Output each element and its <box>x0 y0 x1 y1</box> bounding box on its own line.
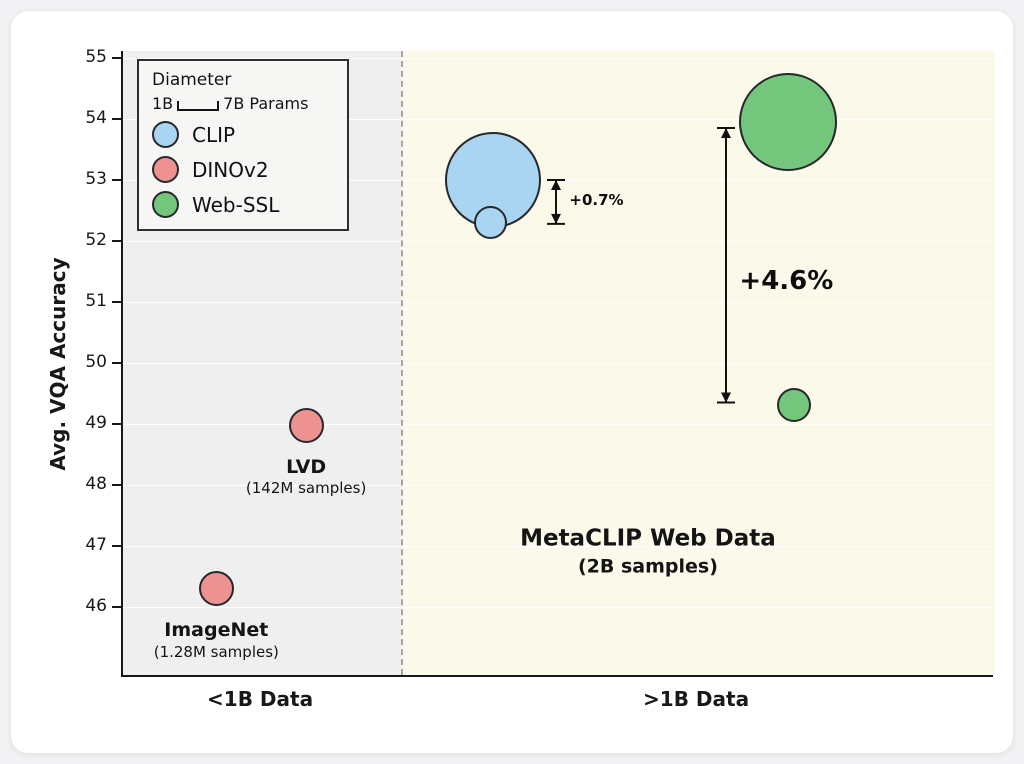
bubble-label-title: LVD <box>286 455 327 478</box>
annotation-label-1: +4.6% <box>739 266 834 297</box>
size-scale-bracket-icon <box>177 101 220 111</box>
plot-area: Diameter 1B 7B Params CLIP DINOv2 Web-SSL … <box>121 51 995 677</box>
gridline <box>123 545 993 547</box>
y-tick-label: 46 <box>85 595 107 616</box>
bubble-label-title: ImageNet <box>164 619 269 642</box>
legend-item-clip: CLIP <box>152 121 334 148</box>
annotation-label-0: +0.7% <box>569 190 624 209</box>
y-tick-mark <box>112 422 121 425</box>
region-divider <box>401 51 404 675</box>
y-tick-mark <box>112 239 121 242</box>
y-tick-mark <box>112 361 121 364</box>
bubble-web-ssl-4 <box>739 72 838 171</box>
y-tick-label: 54 <box>85 107 107 128</box>
annotation-arrow-0 <box>547 178 566 225</box>
legend-item-label: CLIP <box>192 122 236 147</box>
y-tick-label: 55 <box>85 46 107 67</box>
legend-title: Diameter <box>152 70 232 90</box>
legend-swatch-web-ssl <box>152 191 179 218</box>
legend-size-scale: 1B 7B Params <box>152 94 334 113</box>
gridline <box>123 362 993 364</box>
legend-items: CLIP DINOv2 Web-SSL <box>152 121 334 218</box>
y-axis-title: Avg. VQA Accuracy <box>46 257 70 471</box>
legend-swatch-dinov2 <box>152 156 179 183</box>
bubble-clip-3 <box>473 205 507 239</box>
annotation-arrow-1 <box>717 126 736 404</box>
y-tick-label: 53 <box>85 168 107 189</box>
y-tick-mark <box>112 117 121 120</box>
gridline <box>123 57 993 59</box>
y-tick-mark <box>112 605 121 608</box>
gridline <box>123 484 993 486</box>
bubble-label: LVD (142M samples) <box>206 455 406 499</box>
legend-item-dinov2: DINOv2 <box>152 156 334 183</box>
y-tick-mark <box>112 300 121 303</box>
x-region-label-0: <1B Data <box>207 687 314 711</box>
legend-size-max-label: 7B Params <box>223 94 309 113</box>
bubble-dinov2-0 <box>198 571 234 607</box>
legend-size-min-label: 1B <box>152 94 174 113</box>
bubble-dinov2-1 <box>288 407 324 443</box>
legend-item-web-ssl: Web-SSL <box>152 191 334 218</box>
bubble-web-ssl-5 <box>776 388 811 423</box>
gridline <box>123 301 993 303</box>
annotation-text-2: MetaCLIP Web Data (2B samples) <box>520 524 776 581</box>
legend: Diameter 1B 7B Params CLIP DINOv2 Web-SSL <box>137 59 349 231</box>
y-tick-mark <box>112 544 121 547</box>
x-region-label-1: >1B Data <box>643 687 750 711</box>
legend-swatch-clip <box>152 121 179 148</box>
y-tick-label: 47 <box>85 534 107 555</box>
bubble-label: ImageNet (1.28M samples) <box>116 618 316 662</box>
gridline <box>123 240 993 242</box>
legend-item-label: DINOv2 <box>192 157 269 182</box>
bubble-label-sub: (1.28M samples) <box>153 642 279 661</box>
legend-item-label: Web-SSL <box>192 192 280 217</box>
y-tick-mark <box>112 56 121 59</box>
gridline <box>123 423 993 425</box>
gridline <box>123 118 993 120</box>
annotation-subtitle: (2B samples) <box>577 555 718 578</box>
y-tick-mark <box>112 178 121 181</box>
chart-card: Avg. VQA Accuracy <1B Data >1B Data 46 47 48… <box>10 10 1014 754</box>
annotation-title: MetaCLIP Web Data <box>520 525 776 552</box>
y-tick-mark <box>112 483 121 486</box>
bubble-label-sub: (142M samples) <box>245 479 367 498</box>
gridline <box>123 606 993 608</box>
